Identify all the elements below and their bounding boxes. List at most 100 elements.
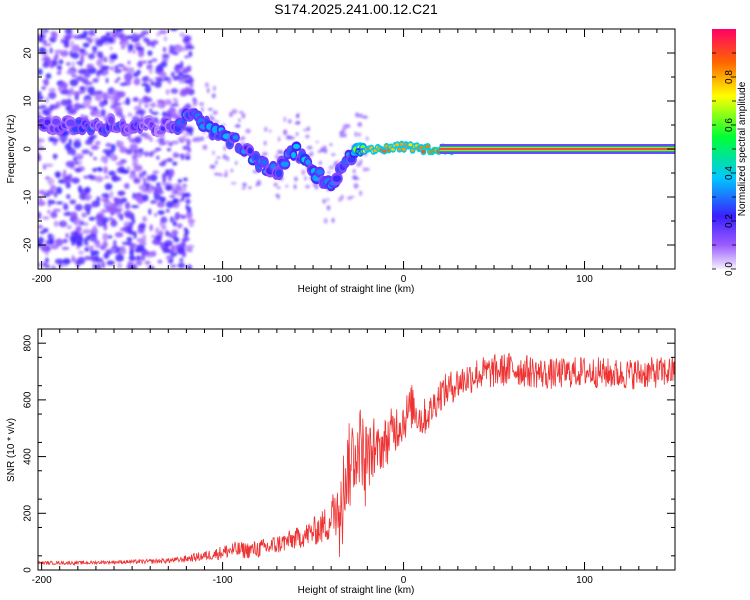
noise-blob [84, 81, 93, 86]
noise-blob [120, 227, 128, 232]
noise-blob [151, 234, 156, 239]
ridge-blob [44, 119, 51, 126]
noise-blob [202, 144, 208, 150]
noise-blob [92, 50, 97, 54]
noise-blob [63, 39, 69, 48]
noise-blob [38, 47, 47, 54]
noise-blob [65, 160, 75, 168]
noise-blob [58, 84, 63, 92]
noise-blob [269, 129, 272, 133]
noise-blob [124, 72, 133, 81]
noise-blob [83, 203, 92, 212]
noise-blob [151, 42, 156, 48]
noise-blob [100, 198, 109, 202]
noise-blob [317, 150, 323, 153]
noise-blob [58, 220, 68, 228]
noise-blob [364, 167, 370, 172]
noise-blob [43, 56, 51, 63]
noise-blob [45, 96, 49, 104]
noise-blob [38, 211, 42, 220]
noise-blob [132, 158, 139, 165]
noise-blob [125, 148, 133, 155]
noise-blob [51, 31, 58, 40]
noise-blob [116, 76, 121, 81]
colorbar-tick-label: 0.6 [724, 118, 735, 132]
noise-blob [94, 90, 103, 95]
noise-blob [165, 184, 173, 191]
noise-blob [156, 182, 161, 186]
noise-blob [151, 239, 159, 245]
colorbar-tick-label: 0.2 [724, 214, 735, 228]
noise-blob [120, 115, 126, 120]
ridge-blob [280, 161, 289, 167]
noise-blob [339, 133, 346, 138]
noise-blob [153, 193, 162, 201]
ridge-blob [305, 159, 311, 165]
noise-blob [144, 85, 152, 94]
noise-blob [75, 161, 79, 165]
noise-blob [100, 261, 106, 269]
noise-blob [168, 49, 176, 55]
noise-blob [110, 66, 114, 71]
noise-blob [102, 71, 109, 75]
noise-blob [38, 106, 43, 110]
noise-blob [200, 136, 204, 141]
noise-blob [186, 264, 192, 269]
noise-blob [127, 112, 133, 117]
noise-blob [63, 176, 71, 180]
noise-blob [50, 211, 58, 219]
noise-blob [178, 79, 186, 84]
noise-blob [156, 32, 161, 37]
noise-blob [335, 160, 341, 163]
noise-blob [119, 82, 128, 86]
noise-blob [141, 60, 148, 64]
noise-blob [101, 92, 109, 100]
noise-blob [38, 225, 43, 229]
noise-blob [295, 132, 299, 136]
noise-blob [103, 166, 108, 174]
noise-blob [196, 136, 201, 143]
noise-blob [137, 49, 145, 58]
ridge-blob [332, 175, 342, 182]
noise-blob [138, 222, 146, 229]
noise-blob [47, 199, 56, 204]
noise-blob [212, 150, 215, 155]
noise-blob [192, 102, 198, 106]
noise-blob [142, 216, 148, 223]
noise-blob [182, 67, 189, 75]
noise-blob [181, 74, 190, 78]
noise-blob [306, 145, 313, 150]
noise-blob [171, 140, 180, 145]
noise-blob [54, 258, 64, 265]
noise-blob [223, 173, 228, 178]
noise-blob [238, 118, 241, 123]
noise-blob [179, 257, 184, 263]
noise-blob [103, 99, 108, 106]
noise-blob [288, 118, 292, 124]
noise-blob [322, 198, 326, 204]
noise-blob [83, 175, 89, 179]
noise-blob [87, 53, 96, 60]
noise-blob [230, 168, 233, 173]
noise-blob [87, 174, 94, 179]
noise-blob [113, 197, 119, 202]
noise-blob [86, 64, 93, 69]
noise-blob [156, 155, 160, 160]
noise-blob [245, 128, 251, 134]
noise-blob [114, 65, 119, 69]
noise-blob [108, 95, 113, 100]
colorbar-ticks: 0.0 0.2 0.4 0.6 0.8 [712, 52, 736, 276]
noise-blob [129, 143, 138, 152]
y-tick-label: 200 [23, 505, 34, 522]
noise-blob [343, 123, 348, 127]
noise-blob [123, 183, 130, 190]
noise-blob [117, 191, 125, 196]
noise-blob [38, 36, 44, 43]
noise-blob [243, 182, 246, 188]
noise-blob [111, 248, 116, 253]
noise-blob [38, 138, 43, 143]
noise-blob [92, 263, 97, 269]
noise-blob [74, 203, 83, 212]
noise-blob [294, 121, 301, 125]
noise-blob [47, 177, 55, 186]
